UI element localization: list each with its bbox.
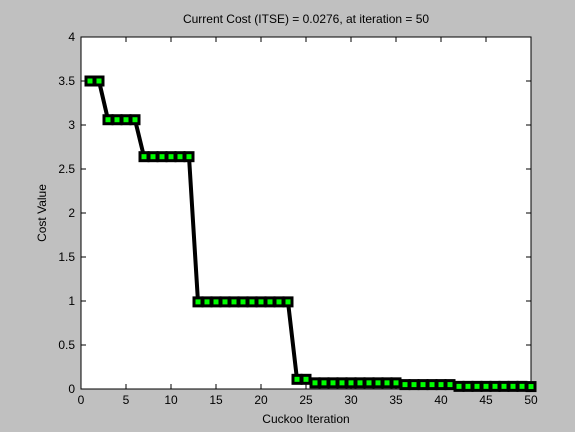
data-series <box>84 75 537 393</box>
data-point <box>375 380 381 386</box>
data-point <box>519 383 525 389</box>
data-point <box>483 383 489 389</box>
x-tick-label: 15 <box>209 393 223 407</box>
y-axis-label: Cost Value <box>35 184 49 242</box>
data-point <box>222 299 228 305</box>
data-point <box>168 154 174 160</box>
data-point <box>348 380 354 386</box>
y-tick-label: 2 <box>68 206 75 220</box>
x-tick-label: 10 <box>164 393 178 407</box>
data-point <box>195 299 201 305</box>
data-point <box>393 380 399 386</box>
x-tick-label: 5 <box>123 393 130 407</box>
chart-title: Current Cost (ITSE) = 0.0276, at iterati… <box>183 12 429 26</box>
data-point <box>312 380 318 386</box>
x-tick-label: 35 <box>389 393 403 407</box>
data-point <box>123 117 129 123</box>
data-point <box>213 299 219 305</box>
data-point <box>384 380 390 386</box>
data-point <box>105 117 111 123</box>
data-point <box>186 154 192 160</box>
data-point <box>366 380 372 386</box>
data-point <box>114 117 120 123</box>
data-point <box>447 382 453 388</box>
y-tick-label: 3 <box>68 118 75 132</box>
data-point <box>267 299 273 305</box>
data-point <box>339 380 345 386</box>
data-point <box>330 380 336 386</box>
data-point <box>420 382 426 388</box>
plot-area <box>80 36 532 390</box>
data-point <box>240 299 246 305</box>
x-tick-label: 0 <box>78 393 85 407</box>
data-point <box>177 154 183 160</box>
data-point <box>285 299 291 305</box>
data-point <box>159 154 165 160</box>
y-tick-label: 2.5 <box>58 162 75 176</box>
data-point <box>258 299 264 305</box>
y-tick-label: 3.5 <box>58 74 75 88</box>
data-point <box>132 117 138 123</box>
data-point <box>510 383 516 389</box>
data-point <box>150 154 156 160</box>
x-tick-label: 25 <box>299 393 313 407</box>
data-point <box>501 383 507 389</box>
data-point <box>303 376 309 382</box>
data-point <box>402 382 408 388</box>
data-point <box>249 299 255 305</box>
data-point <box>276 299 282 305</box>
x-tick-label: 50 <box>524 393 538 407</box>
x-tick-label: 40 <box>434 393 448 407</box>
x-tick-label: 20 <box>254 393 268 407</box>
data-point <box>96 78 102 84</box>
data-point <box>357 380 363 386</box>
data-point <box>411 382 417 388</box>
y-tick-label: 1 <box>68 294 75 308</box>
x-tick-label: 45 <box>479 393 493 407</box>
data-point <box>231 299 237 305</box>
data-point <box>429 382 435 388</box>
y-tick-label: 0.5 <box>58 338 75 352</box>
x-tick-label: 30 <box>344 393 358 407</box>
y-tick-label: 0 <box>68 382 75 396</box>
data-point <box>474 383 480 389</box>
data-point <box>528 384 534 390</box>
data-point <box>465 383 471 389</box>
data-point <box>87 78 93 84</box>
data-point <box>141 154 147 160</box>
data-point <box>492 383 498 389</box>
data-point <box>321 380 327 386</box>
data-point <box>294 376 300 382</box>
y-tick-label: 4 <box>68 30 75 44</box>
data-point <box>204 299 210 305</box>
data-point <box>438 382 444 388</box>
y-tick-label: 1.5 <box>58 250 75 264</box>
x-axis-label: Cuckoo Iteration <box>262 412 349 426</box>
data-point <box>456 383 462 389</box>
